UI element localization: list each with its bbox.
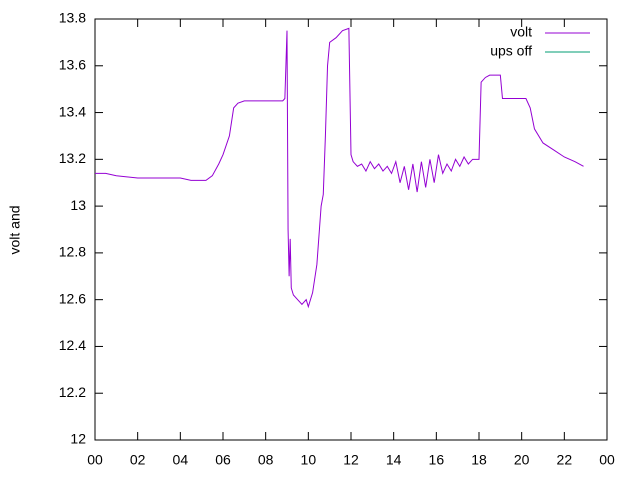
x-tick-label: 00 [599, 452, 615, 468]
legend-label: volt [510, 24, 532, 40]
y-tick-label: 12 [70, 431, 86, 447]
plot-frame [94, 18, 608, 441]
y-tick-label: 12.2 [59, 384, 86, 400]
x-tick-label: 14 [386, 452, 402, 468]
x-tick-label: 20 [514, 452, 530, 468]
x-tick-label: 06 [215, 452, 231, 468]
x-tick-label: 12 [343, 452, 359, 468]
y-tick-label: 13 [70, 197, 86, 213]
x-tick-label: 08 [258, 452, 274, 468]
data-line [95, 27, 584, 309]
y-axis-label: volt and [7, 205, 23, 254]
y-tick-label: 13.6 [59, 56, 86, 72]
x-tick-label: 02 [130, 452, 146, 468]
y-tick-label: 12.4 [59, 337, 86, 353]
y-tick-label: 12.6 [59, 290, 86, 306]
legend-label: ups off [490, 43, 532, 59]
y-tick-label: 13.2 [59, 150, 86, 166]
y-tick-label: 13.4 [59, 103, 86, 119]
x-tick-label: 04 [173, 452, 189, 468]
x-tick-label: 22 [557, 452, 573, 468]
y-tick-label: 12.8 [59, 244, 86, 260]
x-tick-label: 10 [301, 452, 317, 468]
x-tick-label: 18 [471, 452, 487, 468]
x-tick-label: 16 [429, 452, 445, 468]
y-tick-label: 13.8 [59, 10, 86, 26]
x-tick-label: 00 [87, 452, 103, 468]
